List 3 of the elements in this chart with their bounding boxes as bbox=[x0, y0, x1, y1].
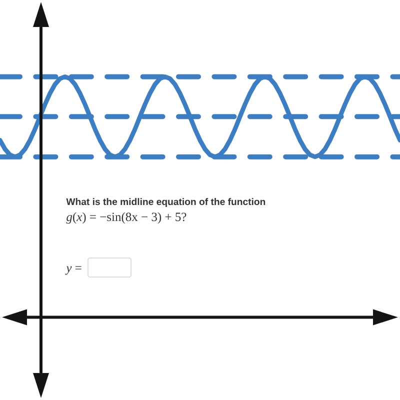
annotation: g(x) = −sin(8x − 3) + 5? bbox=[66, 212, 186, 224]
annotation: What is the midline equation of the function bbox=[66, 198, 266, 207]
annotation: y = bbox=[65, 266, 82, 275]
